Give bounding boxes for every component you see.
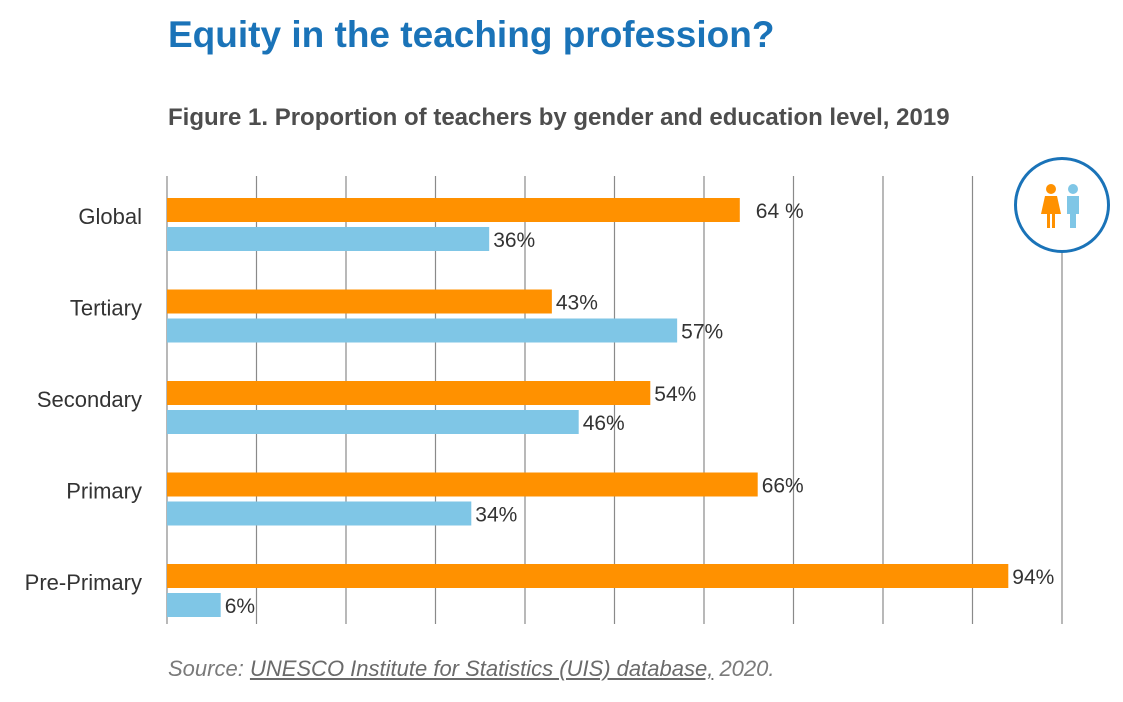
bar-female bbox=[167, 381, 651, 405]
bar-male bbox=[167, 501, 472, 526]
bar-male bbox=[167, 593, 221, 617]
gender-badge bbox=[1014, 157, 1110, 253]
bars bbox=[167, 198, 1009, 617]
male-figure-icon bbox=[1067, 184, 1079, 228]
bar-male bbox=[167, 318, 678, 343]
data-label: 6% bbox=[225, 595, 255, 618]
data-label: 94% bbox=[1012, 566, 1054, 589]
figure-subtitle: Figure 1. Proportion of teachers by gend… bbox=[168, 104, 950, 131]
category-label: Tertiary bbox=[70, 296, 142, 321]
female-figure-icon bbox=[1041, 184, 1061, 228]
bar-female bbox=[167, 198, 740, 222]
bar-female bbox=[167, 564, 1009, 588]
data-label: 64 % bbox=[756, 200, 804, 223]
category-label: Secondary bbox=[37, 387, 142, 412]
category-label: Pre-Primary bbox=[25, 570, 142, 595]
bar-male bbox=[167, 227, 490, 251]
bar-female bbox=[167, 472, 758, 497]
labels: Global 64 % 36% Tertiary 43% 57% Secondary 54% 4… bbox=[25, 200, 1055, 618]
grid-lines bbox=[166, 176, 1063, 624]
source-link[interactable]: UNESCO Institute for Statistics (UIS) da… bbox=[249, 656, 714, 681]
data-label: 54% bbox=[654, 383, 696, 406]
bar-female bbox=[167, 289, 552, 314]
category-label: Global bbox=[78, 204, 142, 229]
data-label: 36% bbox=[493, 229, 535, 252]
data-label: 46% bbox=[583, 412, 625, 435]
bar-male bbox=[167, 410, 579, 434]
category-label: Primary bbox=[66, 479, 142, 504]
female-male-teachers-icon bbox=[1041, 184, 1079, 228]
data-label: 57% bbox=[681, 321, 723, 344]
data-label: 34% bbox=[475, 504, 517, 527]
page-title: Equity in the teaching profession? bbox=[168, 14, 775, 55]
source-suffix: 2020. bbox=[713, 656, 775, 681]
source-prefix: Source: bbox=[168, 656, 250, 681]
data-label: 66% bbox=[762, 475, 804, 498]
data-label: 43% bbox=[556, 292, 598, 315]
source-note: Source: UNESCO Institute for Statistics … bbox=[168, 656, 775, 682]
